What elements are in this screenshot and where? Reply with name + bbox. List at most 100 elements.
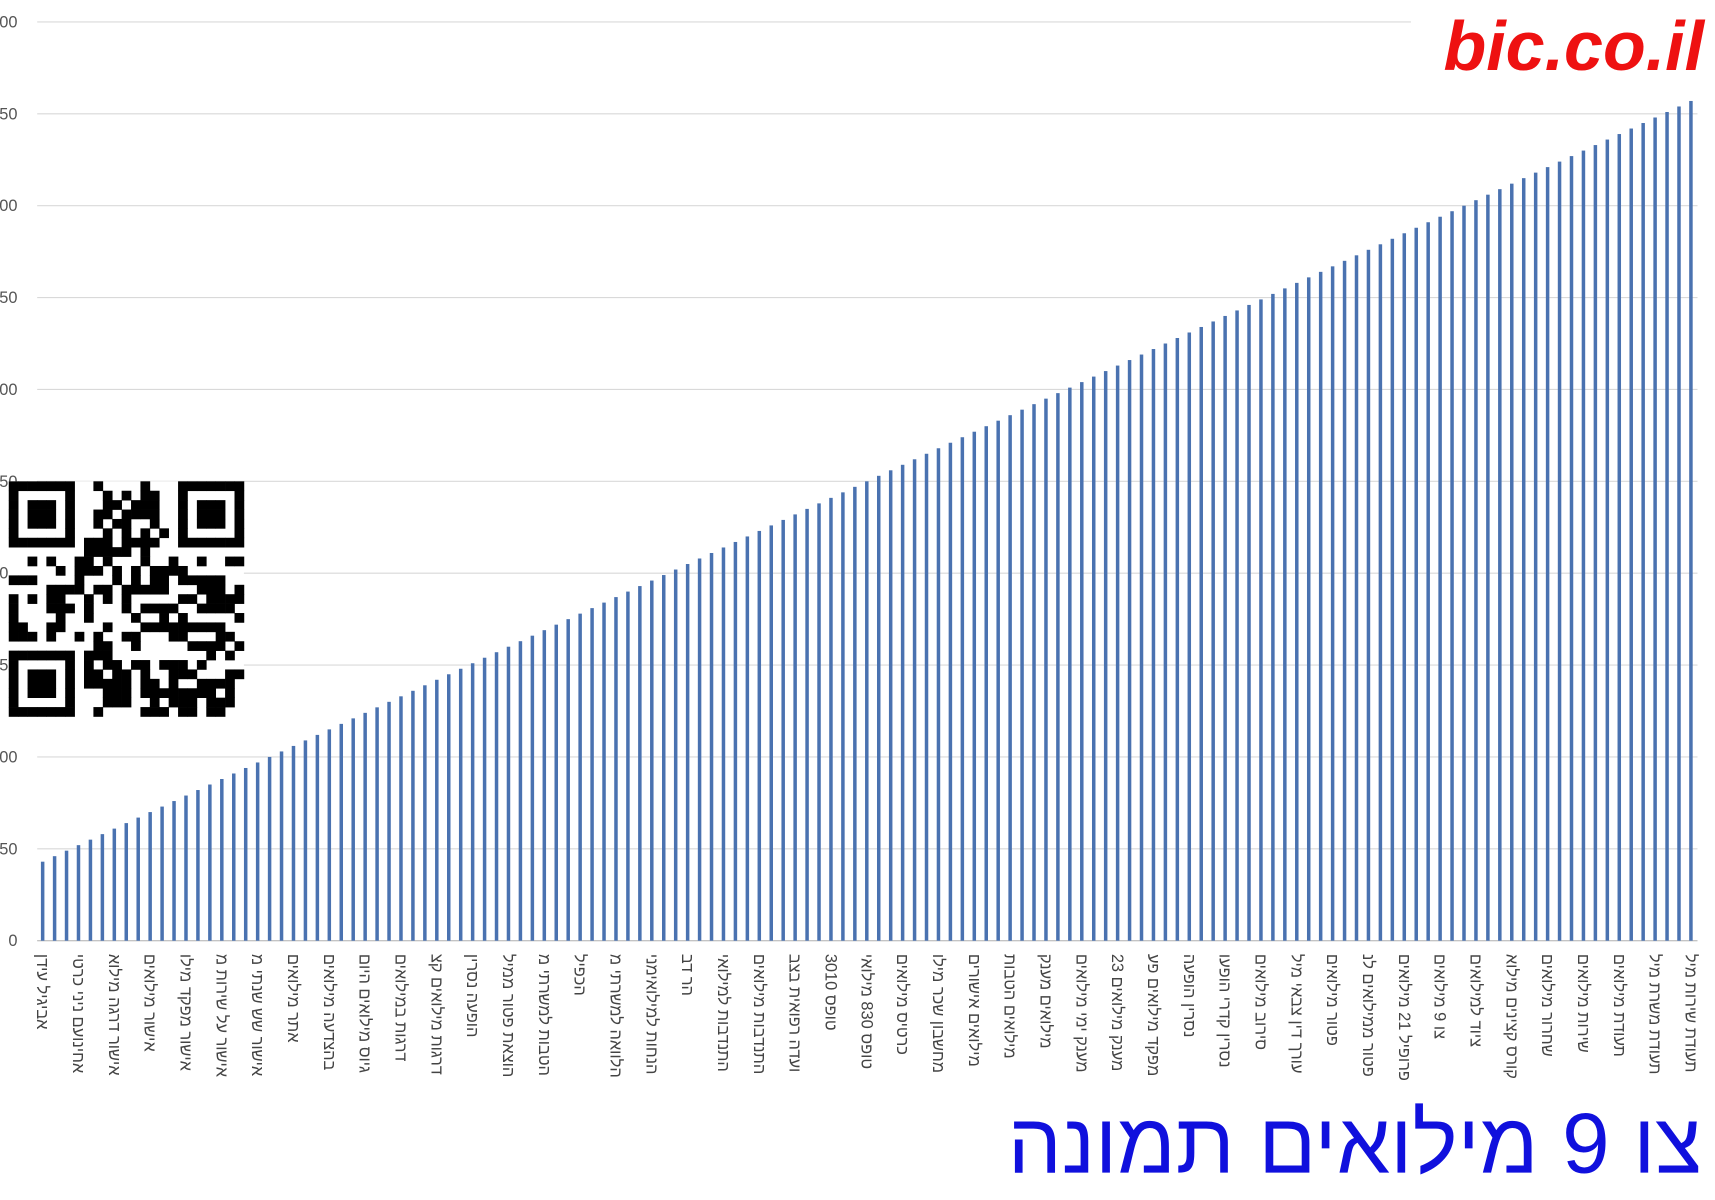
bar — [1068, 387, 1072, 941]
qr-module — [121, 688, 132, 699]
bar — [1330, 266, 1335, 941]
qr-module — [178, 697, 188, 708]
bar — [1127, 360, 1132, 941]
qr-module — [65, 669, 75, 680]
qr-module — [8, 594, 19, 604]
qr-module — [36, 669, 47, 680]
qr-module — [102, 584, 113, 595]
qr-module — [8, 631, 19, 642]
qr-module — [65, 678, 75, 689]
qr-module — [27, 556, 38, 567]
qr-module — [234, 500, 245, 510]
qr-module — [149, 500, 160, 510]
qr-module — [8, 509, 19, 520]
qr-module — [84, 556, 94, 567]
qr-module — [65, 518, 75, 529]
qr-module — [196, 500, 207, 510]
qr-module — [84, 669, 94, 680]
qr-module — [27, 707, 38, 717]
qr-module — [140, 490, 151, 501]
qr-module — [234, 641, 245, 651]
qr-module — [55, 613, 66, 623]
qr-module — [234, 556, 245, 567]
bar — [697, 558, 702, 941]
qr-module — [196, 603, 207, 614]
qr-module — [225, 678, 235, 689]
qr-module — [93, 669, 104, 680]
bar — [76, 845, 81, 941]
qr-module — [46, 500, 57, 510]
qr-module — [112, 678, 122, 689]
x-tick-label: פרופיל 21 מילואים — [1395, 954, 1413, 1081]
qr-module — [178, 528, 188, 539]
qr-module — [27, 688, 38, 699]
qr-module — [121, 669, 132, 680]
qr-module — [131, 584, 141, 595]
qr-module — [159, 603, 169, 614]
qr-module — [140, 622, 151, 633]
qr-module — [65, 697, 75, 708]
qr-module — [140, 603, 151, 614]
bar — [1211, 321, 1215, 941]
qr-module — [8, 650, 19, 661]
qr-module — [46, 603, 57, 614]
bar — [124, 823, 129, 941]
qr-module — [55, 650, 66, 661]
qr-module — [178, 537, 188, 548]
qr-module — [112, 688, 122, 699]
qr-module — [46, 584, 57, 595]
bar — [435, 679, 439, 941]
qr-module — [178, 631, 188, 642]
qr-module — [8, 669, 19, 680]
x-tick-label: נסרין הופעה — [1180, 954, 1198, 1038]
qr-module — [196, 641, 207, 651]
bar — [1474, 200, 1478, 941]
bar — [88, 839, 93, 941]
qr-module — [102, 641, 113, 651]
bar — [554, 624, 559, 941]
bar — [936, 448, 941, 941]
qr-module — [102, 678, 113, 689]
qr-module — [215, 594, 226, 604]
bar — [411, 690, 415, 941]
bar — [1163, 343, 1168, 941]
qr-module — [225, 537, 235, 548]
qr-module — [140, 584, 151, 595]
x-tick-label: תעודת משרת מיל — [1646, 954, 1664, 1075]
qr-module — [178, 660, 188, 670]
bar — [1677, 106, 1681, 941]
qr-module — [215, 509, 226, 520]
qr-module — [140, 500, 151, 510]
qr-module — [234, 537, 245, 548]
qr-module — [93, 518, 104, 529]
qr-module — [196, 518, 207, 529]
bar — [673, 569, 678, 941]
qr-module — [215, 641, 226, 651]
bar — [518, 641, 523, 941]
x-tick-label: מענק מילואים 23 — [1108, 954, 1126, 1072]
bar — [1450, 211, 1454, 941]
bar — [1402, 233, 1407, 941]
qr-module — [131, 613, 141, 623]
qr-module — [215, 603, 226, 614]
bar — [1044, 398, 1048, 941]
qr-module — [215, 481, 226, 492]
qr-module — [206, 584, 217, 595]
bar — [279, 751, 284, 941]
qr-module — [196, 660, 207, 670]
y-tick-label: 450 — [0, 105, 18, 123]
qr-module — [102, 537, 113, 548]
qr-module — [121, 697, 132, 708]
y-tick-label: 50 — [0, 840, 18, 858]
qr-module — [196, 537, 207, 548]
x-tick-label: אישור על שירות מ — [212, 954, 230, 1078]
qr-module — [234, 584, 245, 595]
qr-module — [36, 650, 47, 661]
qr-module — [65, 650, 75, 661]
qr-module — [187, 622, 198, 633]
x-tick-label: טופס 830 מילואי — [857, 954, 875, 1069]
x-tick-label: אחינועם ניני כרטי — [69, 954, 87, 1074]
qr-module — [46, 481, 57, 492]
bar — [136, 817, 140, 941]
qr-module — [8, 603, 19, 614]
